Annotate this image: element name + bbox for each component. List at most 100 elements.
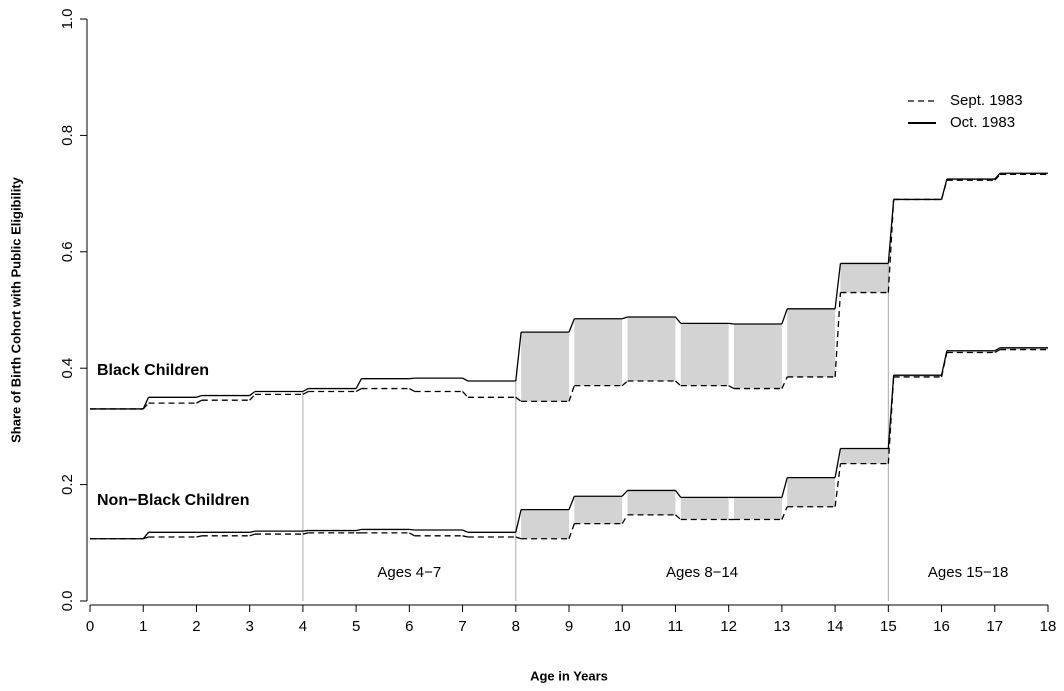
gap-shade [627, 316, 676, 382]
step-riser [834, 448, 842, 478]
gap-shade [840, 448, 889, 464]
step-riser [834, 292, 842, 377]
x-axis-title: Age in Years [530, 668, 608, 683]
y-tick-label: 0.6 [59, 241, 76, 262]
step-riser [409, 377, 415, 380]
x-tick-label: 3 [245, 618, 253, 635]
x-tick-label: 16 [933, 618, 950, 635]
step-riser [355, 378, 363, 389]
step-riser [887, 199, 895, 264]
x-tick-label: 8 [512, 618, 520, 635]
y-tick-label: 0.4 [59, 358, 76, 379]
y-tick-label: 0.8 [59, 125, 76, 146]
gap-shade [840, 263, 889, 293]
gap-shade [787, 308, 836, 377]
gap-shade [787, 477, 836, 507]
gap-shade [627, 490, 676, 515]
region-label: Ages 4−7 [377, 564, 441, 581]
step-riser [781, 308, 788, 325]
legend-label: Oct. 1983 [950, 114, 1015, 131]
x-tick-label: 15 [880, 618, 897, 635]
legend-label: Sept. 1983 [950, 92, 1023, 109]
step-riser [940, 178, 948, 200]
step-riser [622, 316, 628, 320]
step-riser [994, 172, 1001, 180]
step-riser [355, 528, 362, 532]
gap-shade [733, 323, 782, 389]
gap-shade [680, 323, 729, 386]
step-riser [568, 385, 575, 402]
y-axis-title: Share of Birth Cohort with Public Eligib… [8, 176, 23, 443]
step-riser [515, 536, 522, 540]
step-riser [940, 350, 948, 376]
y-tick-label: 1.0 [59, 9, 76, 30]
x-tick-label: 6 [405, 618, 413, 635]
gap-shade [521, 332, 569, 402]
step-riser [409, 532, 415, 537]
step-riser [462, 377, 469, 382]
step-riser [621, 489, 629, 497]
x-tick-label: 12 [720, 618, 737, 635]
step-riser [781, 376, 788, 389]
step-riser [887, 375, 895, 449]
x-tick-label: 10 [614, 618, 631, 635]
step-riser [196, 394, 202, 398]
x-tick-label: 2 [192, 618, 200, 635]
step-riser [621, 380, 628, 387]
x-tick-label: 1 [139, 618, 147, 635]
step-riser [515, 332, 522, 382]
step-riser [302, 387, 309, 393]
step-riser [675, 380, 682, 387]
region-label: Ages 15−18 [928, 564, 1009, 581]
step-riser [409, 528, 415, 531]
step-riser [409, 387, 415, 393]
step-riser [834, 263, 842, 309]
x-tick-label: 0 [86, 618, 94, 635]
step-riser [462, 391, 469, 398]
step-riser [196, 399, 203, 404]
gap-shade [574, 318, 623, 386]
step-riser [728, 322, 735, 325]
x-tick-label: 11 [668, 618, 684, 635]
x-tick-label: 18 [1040, 618, 1057, 635]
step-riser [249, 390, 256, 397]
step-riser [515, 396, 522, 402]
x-tick-label: 14 [827, 618, 844, 635]
x-tick-label: 13 [774, 618, 791, 635]
x-tick-label: 5 [352, 618, 360, 635]
x-tick-label: 9 [565, 618, 573, 635]
step-riser [834, 463, 842, 507]
step-riser [674, 490, 682, 498]
gap-shade [733, 497, 782, 520]
step-riser [568, 495, 575, 510]
step-riser [994, 173, 1001, 181]
step-riser [568, 318, 575, 333]
step-riser [302, 529, 309, 532]
step-riser [994, 349, 1001, 354]
y-tick-label: 0.2 [59, 474, 76, 495]
step-riser [674, 316, 682, 324]
group-label: Black Children [97, 362, 209, 379]
step-riser [568, 523, 575, 539]
gap-shade [680, 497, 729, 520]
step-riser [142, 397, 150, 410]
step-riser [994, 347, 1001, 352]
step-riser [781, 477, 788, 498]
x-tick-label: 17 [986, 618, 1003, 635]
step-riser [249, 393, 256, 401]
step-riser [621, 514, 629, 524]
step-riser [196, 535, 202, 538]
step-riser [675, 514, 682, 521]
step-riser [355, 387, 362, 393]
step-riser [249, 533, 256, 537]
step-riser [142, 531, 150, 540]
x-tick-label: 7 [458, 618, 466, 635]
step-riser [302, 532, 309, 535]
step-riser [887, 199, 895, 293]
x-tick-label: 4 [299, 618, 307, 635]
step-riser [728, 385, 735, 390]
step-riser [249, 530, 256, 533]
step-riser [515, 509, 522, 533]
gap-shade [574, 496, 623, 524]
